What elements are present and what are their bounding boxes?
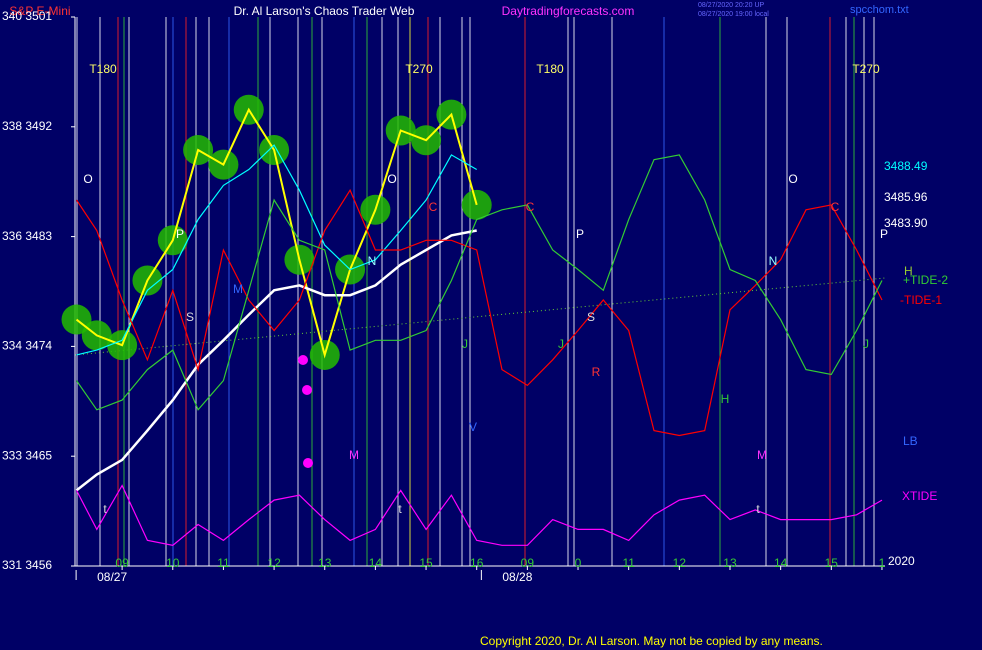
annotation: M: [233, 282, 243, 296]
date-label: 08/28: [502, 570, 532, 584]
annotation: M: [757, 448, 767, 462]
annotation: S: [186, 310, 194, 324]
x-tick-label: 10: [166, 556, 180, 570]
y-tick-label: 334 3474: [2, 339, 52, 353]
chart-title: Dr. Al Larson's Chaos Trader Web: [234, 4, 415, 18]
legend-entry: 3483.90: [884, 216, 928, 230]
annotation: N: [769, 254, 778, 268]
series-line: [75, 229, 477, 492]
legend-entry: 3488.49: [884, 159, 928, 173]
annotation: t: [756, 502, 760, 516]
x-tick-label: 15: [825, 556, 839, 570]
stamp: 08/27/2020 19:00 local: [698, 11, 769, 18]
annotation: V: [469, 420, 477, 434]
x-tick-label: 14: [774, 556, 788, 570]
annotation: T270: [405, 62, 433, 76]
annotation: O: [83, 172, 92, 186]
x-tick-label: 11: [217, 556, 230, 570]
annotation: C: [429, 200, 438, 214]
series-line: [75, 484, 883, 546]
site: Daytradingforecasts.com: [502, 4, 635, 18]
price-bubble: [61, 304, 92, 335]
x-tick-label: 0: [575, 556, 582, 570]
annotation: T270: [852, 62, 880, 76]
annotation: T180: [536, 62, 564, 76]
series-line: [76, 154, 883, 411]
dot: [302, 385, 312, 395]
stamp: 08/27/2020 20:20 UP: [698, 2, 764, 9]
annotation: J: [462, 337, 468, 351]
annotation: J: [863, 337, 869, 351]
annotation: R: [592, 365, 601, 379]
annotation: H: [721, 392, 730, 406]
x-tick-label: 1: [879, 556, 886, 570]
annotation: M: [349, 448, 359, 462]
annotation: P: [176, 227, 184, 241]
copyright: Copyright 2020, Dr. Al Larson. May not b…: [480, 634, 823, 648]
legend-entry: +TIDE-2: [903, 273, 948, 287]
legend-entry: H: [904, 264, 913, 278]
annotation: C: [526, 200, 535, 214]
y-tick-label: 338 3492: [2, 119, 52, 133]
x-tick-label: 13: [723, 556, 737, 570]
y-tick-label: 331 3456: [2, 558, 52, 572]
x-tick-label: 13: [318, 556, 332, 570]
right-label: LB: [903, 434, 918, 448]
x-tick-label: 09: [521, 556, 535, 570]
file: spcchom.txt: [850, 4, 909, 16]
series-line: [76, 144, 477, 356]
series-line: [75, 107, 478, 359]
annotation: t: [103, 502, 107, 516]
annotation: N: [368, 254, 377, 268]
x-tick-label: 14: [369, 556, 383, 570]
instrument: S&P E-Mini: [9, 4, 70, 18]
legend-entry: -TIDE-1: [900, 293, 942, 307]
annotation: C: [831, 200, 840, 214]
dot: [303, 458, 313, 468]
year: 2020: [888, 554, 915, 568]
x-tick-label: 15: [419, 556, 433, 570]
y-tick-label: 336 3483: [2, 229, 52, 243]
dot: [298, 355, 308, 365]
annotation: T180: [89, 62, 117, 76]
annotation: J: [558, 337, 564, 351]
annotation: t: [398, 502, 402, 516]
x-tick-label: 16: [470, 556, 484, 570]
right-label: 3485.96: [884, 190, 928, 204]
annotation: P: [880, 227, 888, 241]
x-tick-label: 09: [115, 556, 129, 570]
annotation: O: [387, 172, 396, 186]
annotation: P: [576, 227, 584, 241]
y-tick-label: 333 3465: [2, 448, 52, 462]
x-tick-label: 12: [673, 556, 687, 570]
series-line: [76, 188, 883, 437]
annotation: O: [788, 172, 797, 186]
x-tick-label: 12: [267, 556, 281, 570]
annotation: S: [587, 310, 595, 324]
legend-entry: XTIDE: [902, 489, 937, 503]
y-tick-label: 340 3501: [2, 9, 52, 23]
x-tick-label: 11: [622, 556, 635, 570]
date-label: 08/27: [97, 570, 127, 584]
